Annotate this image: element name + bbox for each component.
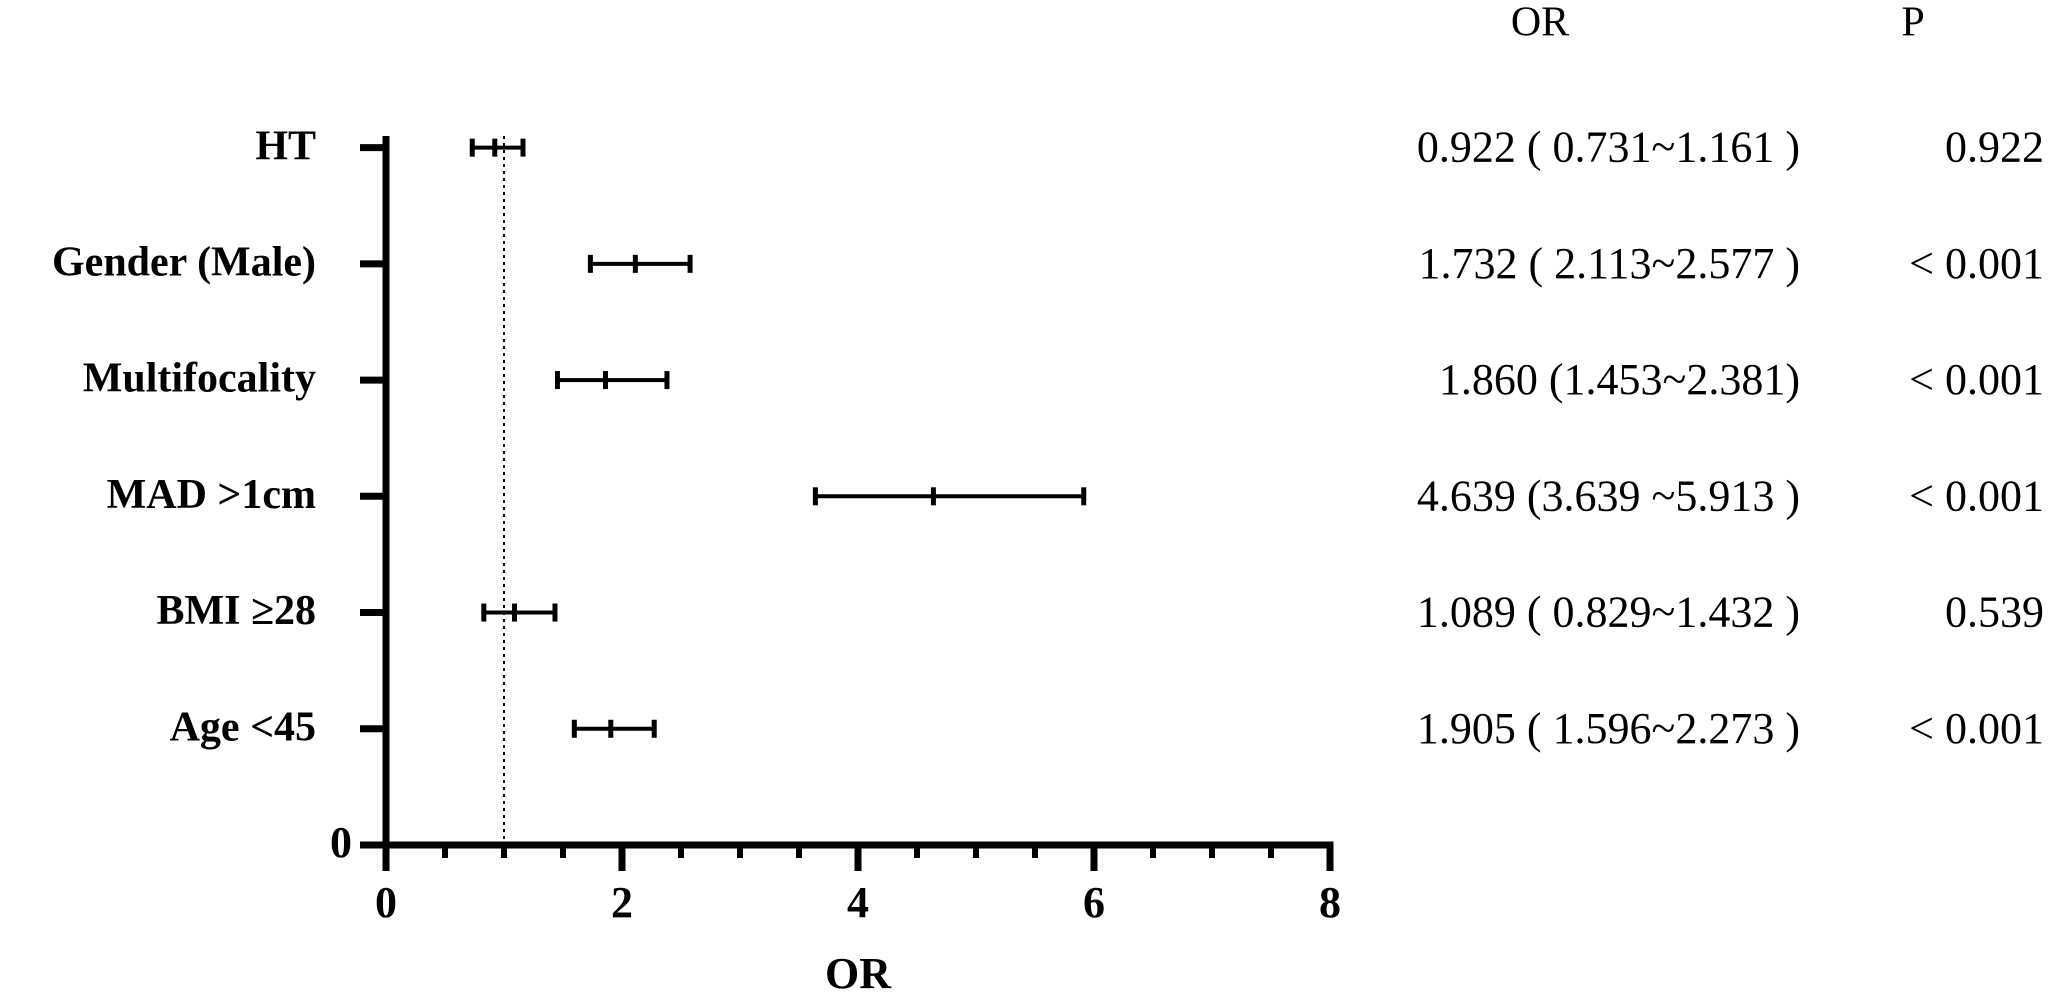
- x-axis-label: OR: [825, 949, 892, 998]
- or-header: OR: [1511, 0, 1569, 46]
- p-label: 0.539: [1945, 588, 2044, 637]
- or-ci-label: 4.639 (3.639 ~5.913 ): [1417, 471, 1800, 520]
- category-label: Gender (Male): [52, 239, 316, 285]
- y-tick-label: 0: [330, 818, 352, 867]
- p-header: P: [1901, 0, 1924, 46]
- or-ci-label: 0.922 ( 0.731~1.161 ): [1417, 123, 1800, 172]
- x-tick-label: 8: [1319, 878, 1341, 927]
- or-ci-label: 1.732 ( 2.113~2.577 ): [1419, 239, 1800, 288]
- p-label: 0.922: [1945, 123, 2044, 172]
- x-tick-label: 2: [611, 878, 633, 927]
- x-tick-label: 4: [847, 878, 869, 927]
- or-ci-label: 1.860 (1.453~2.381): [1439, 355, 1800, 404]
- p-label: < 0.001: [1909, 704, 2044, 753]
- x-tick-label: 0: [375, 878, 397, 927]
- x-tick-label: 6: [1083, 878, 1105, 927]
- p-label: < 0.001: [1909, 471, 2044, 520]
- or-ci-label: 1.905 ( 1.596~2.273 ): [1417, 704, 1800, 753]
- category-label: Age <45: [170, 704, 316, 750]
- category-label: HT: [255, 123, 316, 169]
- category-label: BMI ≥28: [156, 588, 316, 634]
- category-label: MAD >1cm: [107, 472, 316, 518]
- or-ci-label: 1.089 ( 0.829~1.432 ): [1417, 588, 1800, 637]
- p-label: < 0.001: [1909, 239, 2044, 288]
- category-label: Multifocality: [83, 356, 316, 402]
- p-label: < 0.001: [1909, 355, 2044, 404]
